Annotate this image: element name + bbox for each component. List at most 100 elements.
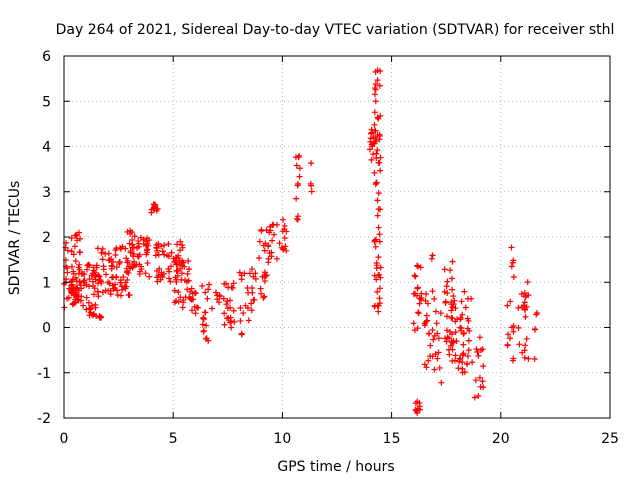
data-point bbox=[182, 294, 189, 301]
data-point bbox=[532, 326, 539, 333]
data-point bbox=[425, 330, 432, 337]
data-point bbox=[371, 140, 378, 147]
data-point bbox=[238, 330, 245, 337]
data-points bbox=[61, 67, 541, 417]
data-point bbox=[110, 285, 117, 292]
data-point bbox=[191, 303, 198, 310]
data-point bbox=[522, 313, 529, 320]
data-point bbox=[73, 278, 80, 285]
data-point bbox=[81, 277, 88, 284]
data-point bbox=[89, 302, 96, 309]
data-point bbox=[280, 245, 287, 252]
data-point bbox=[223, 280, 230, 287]
data-point bbox=[65, 294, 72, 301]
data-point bbox=[223, 315, 230, 322]
data-point bbox=[251, 296, 258, 303]
data-point bbox=[429, 326, 436, 333]
data-point bbox=[68, 235, 75, 242]
data-point bbox=[94, 288, 101, 295]
data-point bbox=[525, 355, 532, 362]
data-point bbox=[465, 317, 472, 324]
data-point bbox=[459, 311, 466, 318]
data-point bbox=[244, 305, 251, 312]
data-point bbox=[441, 266, 448, 273]
data-point bbox=[270, 231, 277, 238]
data-point bbox=[477, 383, 484, 390]
data-point bbox=[71, 300, 78, 307]
data-point bbox=[525, 292, 532, 299]
data-point bbox=[96, 273, 103, 280]
data-point bbox=[220, 295, 227, 302]
data-point bbox=[424, 317, 431, 324]
data-point bbox=[293, 215, 300, 222]
data-point bbox=[376, 159, 383, 166]
data-point bbox=[216, 299, 223, 306]
data-point bbox=[64, 269, 71, 276]
data-point bbox=[154, 278, 161, 285]
data-point bbox=[171, 287, 178, 294]
data-point bbox=[375, 224, 382, 231]
data-point bbox=[110, 258, 117, 265]
data-point bbox=[258, 290, 265, 297]
data-point bbox=[412, 400, 419, 407]
y-tick-label: -2 bbox=[37, 411, 51, 427]
data-point bbox=[167, 278, 174, 285]
data-point bbox=[473, 346, 480, 353]
data-point bbox=[175, 289, 182, 296]
data-point bbox=[466, 327, 473, 334]
data-point bbox=[105, 279, 112, 286]
data-point bbox=[124, 257, 131, 264]
data-point bbox=[173, 278, 180, 285]
data-point bbox=[199, 283, 206, 290]
data-point bbox=[476, 374, 483, 381]
data-point bbox=[452, 329, 459, 336]
data-point bbox=[113, 245, 120, 252]
data-point bbox=[443, 313, 450, 320]
y-tick-label: 5 bbox=[42, 94, 51, 110]
data-point bbox=[125, 291, 132, 298]
data-point bbox=[471, 394, 478, 401]
data-point bbox=[155, 272, 162, 279]
data-point bbox=[97, 277, 104, 284]
data-point bbox=[435, 335, 442, 342]
data-point bbox=[429, 252, 436, 259]
data-point bbox=[414, 262, 421, 269]
data-point bbox=[103, 271, 110, 278]
data-point bbox=[142, 238, 149, 245]
data-point bbox=[368, 156, 375, 163]
data-point bbox=[293, 195, 300, 202]
data-point bbox=[451, 357, 458, 364]
data-point bbox=[227, 304, 234, 311]
data-point bbox=[371, 169, 378, 176]
data-point bbox=[457, 355, 464, 362]
data-point bbox=[260, 294, 267, 301]
data-point bbox=[461, 288, 468, 295]
data-point bbox=[457, 324, 464, 331]
data-point bbox=[465, 337, 472, 344]
data-point bbox=[372, 81, 379, 88]
data-point bbox=[237, 317, 244, 324]
y-axis-label: SDTVAR / TECUs bbox=[7, 181, 23, 296]
data-point bbox=[94, 245, 101, 252]
data-point bbox=[376, 271, 383, 278]
data-point bbox=[265, 243, 272, 250]
data-point bbox=[174, 241, 181, 248]
data-point bbox=[179, 244, 186, 251]
data-point bbox=[86, 283, 93, 290]
data-point bbox=[93, 313, 100, 320]
y-tick-label: 2 bbox=[42, 230, 51, 246]
y-tick-label: 4 bbox=[42, 140, 51, 156]
data-point bbox=[249, 266, 256, 273]
data-point bbox=[161, 242, 168, 249]
data-point bbox=[418, 294, 425, 301]
data-point bbox=[376, 238, 383, 245]
data-point bbox=[432, 308, 439, 315]
data-point bbox=[449, 339, 456, 346]
data-point bbox=[72, 292, 79, 299]
data-point bbox=[510, 355, 517, 362]
data-point bbox=[367, 138, 374, 145]
data-point bbox=[462, 304, 469, 311]
data-point bbox=[505, 331, 512, 338]
data-point bbox=[417, 264, 424, 271]
data-point bbox=[248, 300, 255, 307]
